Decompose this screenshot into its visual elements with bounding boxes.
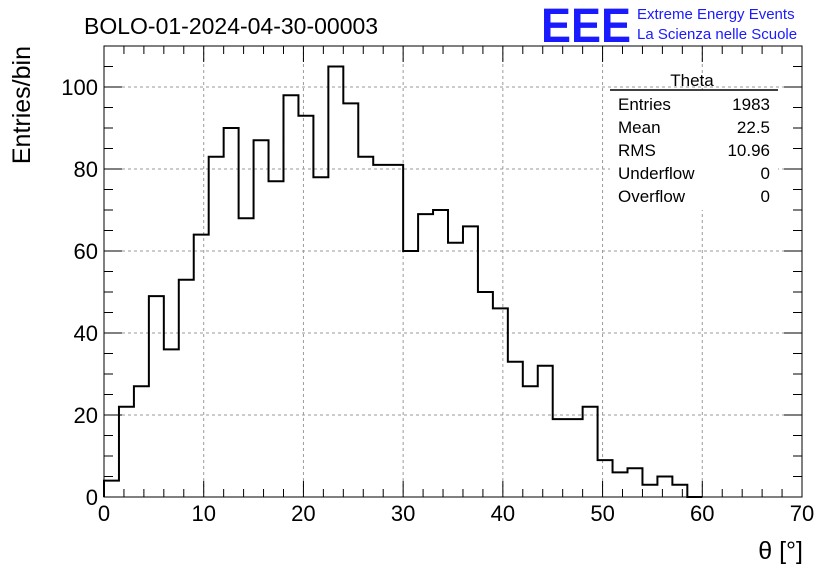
x-tick-label: 40 — [491, 501, 515, 526]
y-tick-label: 80 — [74, 157, 98, 182]
y-tick-label: 0 — [86, 485, 98, 510]
x-tick-label: 0 — [98, 501, 110, 526]
stats-box-title: Theta — [670, 71, 714, 90]
y-tick-label: 20 — [74, 403, 98, 428]
x-tick-label: 30 — [391, 501, 415, 526]
y-tick-label: 100 — [61, 75, 98, 100]
logo-line-1: Extreme Energy Events — [637, 6, 795, 23]
stats-row-label: Underflow — [618, 164, 695, 183]
y-tick-label: 40 — [74, 321, 98, 346]
stats-rows: Entries 1983 Mean 22.5 RMS 10.96 Underflow 0 Ove… — [618, 95, 770, 206]
axis-ticks — [103, 45, 803, 498]
stats-row-value: 22.5 — [737, 118, 770, 137]
y-axis-title: Entries/bin — [8, 46, 36, 164]
logo-line-2: La Scienza nelle Scuole — [637, 26, 797, 43]
stats-row-label: Overflow — [618, 187, 686, 206]
stats-row-label: Mean — [618, 118, 661, 137]
y-tick-labels: 0 20 40 60 80 100 — [61, 75, 98, 510]
stats-row-value: 0 — [761, 187, 770, 206]
stats-row-value: 1983 — [732, 95, 770, 114]
stats-row-value: 0 — [761, 164, 770, 183]
stats-box: Theta Entries 1983 Mean 22.5 RMS 10.96 Underfl… — [610, 71, 778, 210]
stats-row-value: 10.96 — [727, 141, 770, 160]
y-tick-label: 60 — [74, 239, 98, 264]
x-tick-label: 20 — [291, 501, 315, 526]
x-axis-title: θ [°] — [758, 537, 803, 565]
run-title: BOLO-01-2024-04-30-00003 — [84, 13, 378, 39]
stats-row-label: Entries — [618, 95, 671, 114]
histogram-step-line — [103, 65, 703, 498]
stats-box-background — [610, 90, 778, 210]
eee-logo-mark: EEE — [541, 0, 631, 53]
x-tick-label: 10 — [191, 501, 215, 526]
grid-lines — [104, 46, 802, 497]
x-tick-label: 50 — [590, 501, 614, 526]
x-tick-label: 70 — [790, 501, 814, 526]
x-tick-labels: 0 10 20 30 40 50 60 70 — [98, 501, 814, 526]
x-tick-label: 60 — [690, 501, 714, 526]
eee-logo: EEE Extreme Energy Events La Scienza nel… — [541, 0, 797, 53]
stats-row-label: RMS — [618, 141, 656, 160]
